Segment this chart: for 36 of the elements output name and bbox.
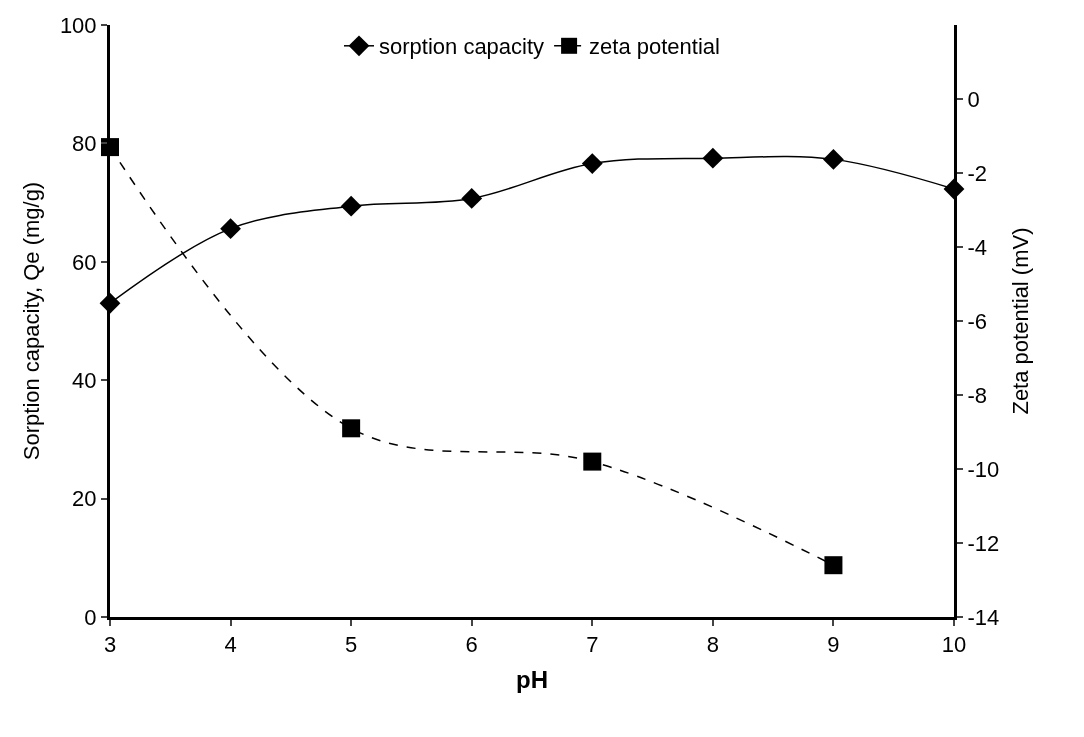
- y-tick-label: 100: [59, 12, 97, 38]
- x-tick-label: 9: [827, 632, 840, 658]
- point: [340, 195, 362, 217]
- y2-tick-label: -12: [967, 530, 1000, 556]
- y-tick-label: 20: [72, 486, 97, 512]
- point: [823, 148, 844, 170]
- x-tick-label: 6: [465, 632, 478, 658]
- y2-axis-title: Zeta potential (mV): [1008, 227, 1034, 415]
- point: [220, 218, 241, 240]
- y-tick-label: 40: [72, 367, 97, 393]
- y2-tick-label: -8: [967, 382, 987, 408]
- point: [461, 188, 483, 209]
- legend-label: sorption capacity: [379, 34, 545, 60]
- x-tick-label: 7: [586, 632, 599, 658]
- x-tick-label: 3: [103, 632, 117, 658]
- y2-tick-label: 0: [967, 86, 980, 112]
- y-axis-title: Sorption capacity, Qe (mg/g): [18, 181, 44, 461]
- point: [581, 153, 603, 174]
- point: [583, 452, 602, 471]
- x-axis-title: pH: [516, 665, 548, 693]
- point: [702, 147, 724, 169]
- y-tick-label: 60: [72, 249, 97, 275]
- x-tick-label: 8: [706, 632, 719, 658]
- y2-tick-label: -14: [967, 604, 1000, 630]
- y2-tick-label: -4: [967, 234, 987, 260]
- x-tick-label: 4: [224, 632, 237, 658]
- x-tick-label: 10: [941, 632, 967, 658]
- legend-label: zeta potential: [589, 34, 720, 60]
- y2-tick-label: -10: [967, 456, 1000, 482]
- y2-tick-label: -6: [967, 308, 987, 334]
- y-tick-label: 80: [72, 131, 97, 157]
- point: [824, 556, 843, 575]
- point: [342, 419, 361, 438]
- y-tick-label: 0: [84, 604, 97, 630]
- x-tick-label: 5: [345, 632, 358, 658]
- y2-tick-label: -2: [967, 160, 987, 186]
